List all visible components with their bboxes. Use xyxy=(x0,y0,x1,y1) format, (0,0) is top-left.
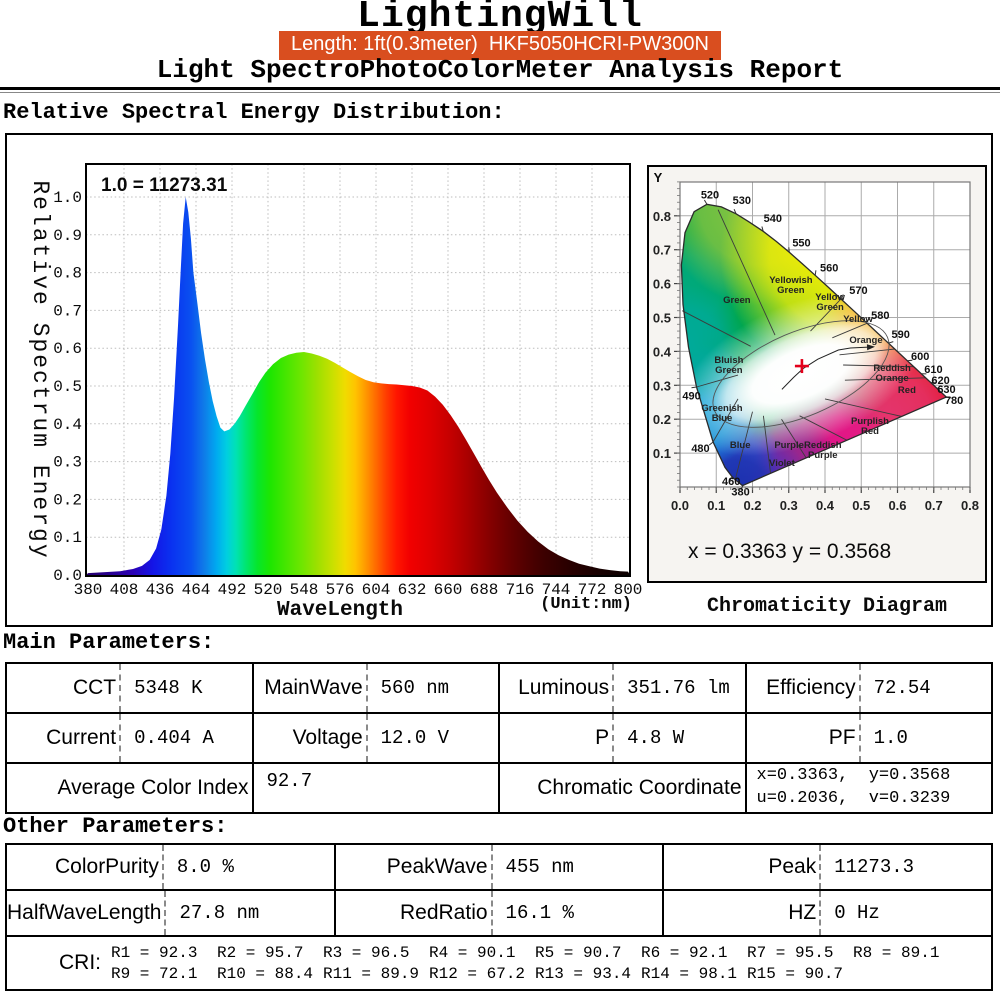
param-cell: x=0.3363, y=0.3568 u=0.2036, v=0.3239 xyxy=(744,764,992,812)
cri-value: R13 = 93.4 xyxy=(535,964,632,983)
cri-value: R10 = 88.4 xyxy=(217,964,314,983)
param-value: 0 Hz xyxy=(819,891,991,935)
cri-value: R11 = 89.9 xyxy=(323,964,420,983)
coordinate-line-xy: x=0.3363, y=0.3568 xyxy=(756,766,951,786)
param-cell: ColorPurity 8.0 % xyxy=(7,845,334,889)
coordinate-line-uv: u=0.2036, v=0.3239 xyxy=(756,789,951,808)
param-cell: Peak 11273.3 xyxy=(662,845,991,889)
param-cell: P 4.8 W xyxy=(498,714,745,762)
table-row: HalfWaveLength 27.8 nm RedRatio 16.1 % HZ 0 H… xyxy=(7,889,991,935)
param-label: Peak xyxy=(768,855,817,878)
param-label: Voltage xyxy=(292,726,363,749)
param-value: 8.0 % xyxy=(161,845,334,889)
section-heading-other: Other Parameters: xyxy=(3,814,228,839)
param-cell: Average Color Index xyxy=(7,764,252,812)
cri-label: CRI: xyxy=(59,951,101,974)
param-cell: Efficiency 72.54 xyxy=(744,664,992,712)
section-heading-spectral: Relative Spectral Energy Distribution: xyxy=(3,100,505,125)
param-label: RedRatio xyxy=(399,901,488,924)
param-label: Efficiency xyxy=(766,676,856,699)
chromatic-coordinate-values: x=0.3363, y=0.3568 u=0.2036, v=0.3239 xyxy=(747,764,992,812)
param-label: PF xyxy=(828,726,856,749)
badge-row: Length: 1ft(0.3meter) HKF5050HCRI-PW300N xyxy=(0,31,1000,60)
main-parameters-table: CCT 5348 K MainWave 560 nm Luminous 351.76 lm… xyxy=(5,662,993,814)
param-cell: CCT 5348 K xyxy=(7,664,252,712)
param-label: PeakWave xyxy=(386,855,488,878)
charts-panel xyxy=(5,133,993,627)
cri-value: R6 = 92.1 xyxy=(641,943,728,962)
param-value: 351.76 lm xyxy=(612,664,744,712)
table-row: Average Color Index 92.7 Chromatic Coord… xyxy=(7,762,991,812)
param-cell: MainWave 560 nm xyxy=(251,664,499,712)
param-value: 1.0 xyxy=(858,714,991,762)
param-value: 0.404 A xyxy=(119,714,251,762)
header-divider xyxy=(0,87,1000,90)
param-label: MainWave xyxy=(264,676,363,699)
param-cell: Chromatic Coordinate xyxy=(498,764,745,812)
param-label: Luminous xyxy=(518,676,610,699)
param-label: P xyxy=(595,726,610,749)
param-cell: HZ 0 Hz xyxy=(662,891,991,935)
cri-values: R1 = 92.3 R2 = 95.7 R3 = 96.5 R4 = 90.1 R5 =… xyxy=(101,937,991,989)
cri-line-1: R1 = 92.3 R2 = 95.7 R3 = 96.5 R4 = 90.1 R5 =… xyxy=(111,944,991,962)
cri-value: R14 = 98.1 xyxy=(641,964,738,983)
cri-value: R15 = 90.7 xyxy=(747,964,844,983)
section-heading-main: Main Parameters: xyxy=(3,630,215,655)
param-value: 72.54 xyxy=(858,664,991,712)
param-label: Chromatic Coordinate xyxy=(537,776,742,799)
param-cell: Current 0.404 A xyxy=(7,714,252,762)
param-label: ColorPurity xyxy=(55,855,159,878)
cri-value: R8 = 89.1 xyxy=(853,943,940,962)
param-value: 455 nm xyxy=(490,845,663,889)
table-row: ColorPurity 8.0 % PeakWave 455 nm Peak 11273.… xyxy=(7,845,991,889)
param-label: CCT xyxy=(72,676,117,699)
param-label: Current xyxy=(46,726,117,749)
param-label: HalfWaveLength xyxy=(7,901,162,924)
param-value: 560 nm xyxy=(365,664,498,712)
header-divider-thin xyxy=(0,92,1000,93)
param-value: 5348 K xyxy=(119,664,251,712)
param-value: 11273.3 xyxy=(819,845,991,889)
param-cell: 92.7 xyxy=(251,764,499,812)
param-cell: PeakWave 455 nm xyxy=(333,845,663,889)
param-cell: Voltage 12.0 V xyxy=(251,714,499,762)
param-cell: RedRatio 16.1 % xyxy=(333,891,663,935)
cri-value: R12 = 67.2 xyxy=(429,964,526,983)
param-value: 16.1 % xyxy=(490,891,663,935)
cri-value: R2 = 95.7 xyxy=(217,943,304,962)
report-subtitle: Light SpectroPhotoColorMeter Analysis Re… xyxy=(156,55,844,85)
other-parameters-table: ColorPurity 8.0 % PeakWave 455 nm Peak 11273.… xyxy=(5,843,993,991)
cri-line-2: R9 = 72.1 R10 = 88.4 R11 = 89.9 R12 = 67.2 R… xyxy=(111,965,991,983)
cri-value: R7 = 95.5 xyxy=(747,943,834,962)
param-value: 4.8 W xyxy=(612,714,744,762)
param-value: 27.8 nm xyxy=(164,891,333,935)
cri-row: CRI: R1 = 92.3 R2 = 95.7 R3 = 96.5 R4 = 90.… xyxy=(7,935,991,989)
param-value: 12.0 V xyxy=(365,714,498,762)
cri-value: R4 = 90.1 xyxy=(429,943,516,962)
param-cell: Luminous 351.76 lm xyxy=(498,664,745,712)
cri-value: R3 = 96.5 xyxy=(323,943,410,962)
table-row: CCT 5348 K MainWave 560 nm Luminous 351.76 lm… xyxy=(7,664,991,712)
table-row: Current 0.404 A Voltage 12.0 V P 4.8 W PF 1.0 xyxy=(7,712,991,762)
param-label: Average Color Index xyxy=(57,776,249,799)
param-value: 92.7 xyxy=(266,770,313,792)
param-cell: PF 1.0 xyxy=(744,714,992,762)
param-cell: HalfWaveLength 27.8 nm xyxy=(7,891,334,935)
param-label: HZ xyxy=(788,901,817,924)
cri-value: R1 = 92.3 xyxy=(111,943,198,962)
cri-value: R9 = 72.1 xyxy=(111,964,198,983)
cri-value: R5 = 90.7 xyxy=(535,943,622,962)
product-badge: Length: 1ft(0.3meter) HKF5050HCRI-PW300N xyxy=(279,31,721,60)
